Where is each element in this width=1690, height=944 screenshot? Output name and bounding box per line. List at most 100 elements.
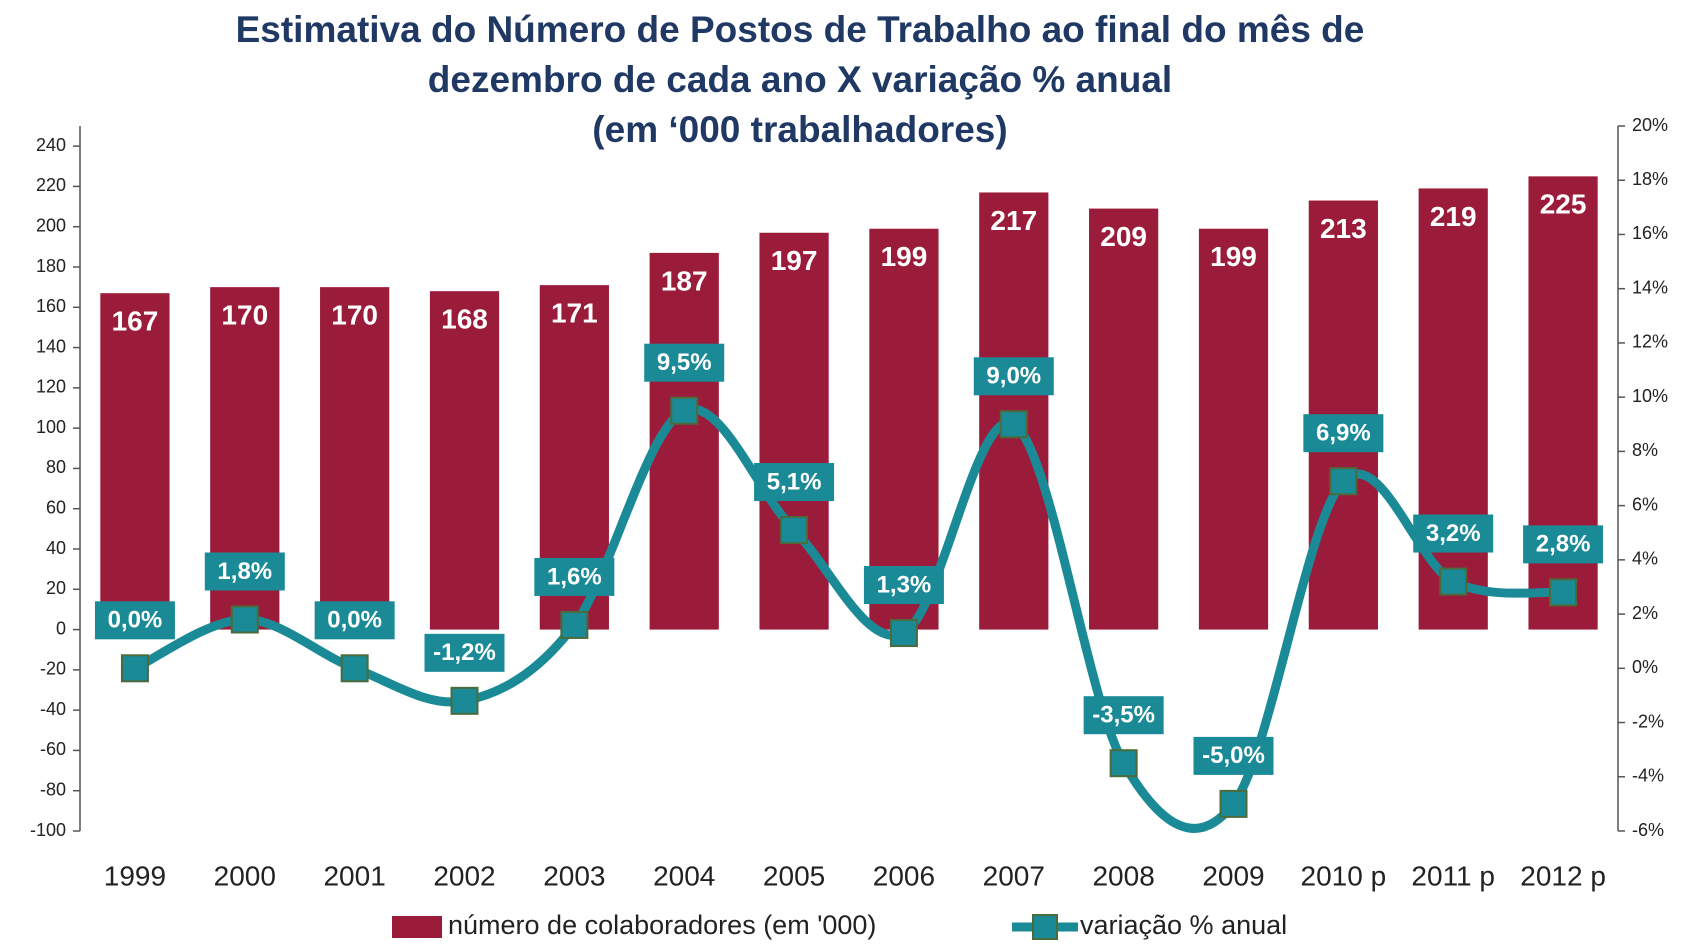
y2-tick-label: 18%	[1632, 169, 1668, 189]
y2-tick-label: 12%	[1632, 332, 1668, 352]
bar	[429, 291, 500, 630]
value-label-box	[424, 633, 505, 672]
bar-value-label: 187	[661, 265, 708, 296]
value-label-box	[644, 343, 725, 382]
y-tick-label: 80	[46, 457, 66, 477]
value-label-box	[1193, 736, 1274, 775]
y-tick-label: 160	[36, 296, 66, 316]
y2-tick-label: -6%	[1632, 820, 1664, 840]
y-tick-label: -60	[40, 739, 66, 759]
bar-value-label: 225	[1540, 189, 1587, 220]
bar-value-label: 217	[990, 205, 1037, 236]
y2-tick-label: 16%	[1632, 223, 1668, 243]
y-tick-label: 0	[56, 618, 66, 638]
value-label-box	[1413, 514, 1494, 553]
legend-label: número de colaboradores (em '000)	[448, 910, 876, 940]
legend-swatch	[1032, 914, 1058, 940]
y2-tick-label: 8%	[1632, 440, 1658, 460]
line-marker	[1109, 749, 1138, 778]
value-label-box	[534, 557, 615, 596]
x-tick-label: 2012 p	[1520, 860, 1606, 891]
chart-title: dezembro de cada ano X variação % anual	[428, 59, 1172, 100]
line-marker	[560, 610, 589, 639]
y2-tick-label: 6%	[1632, 494, 1658, 514]
y-tick-label: 120	[36, 377, 66, 397]
chart-title: (em ‘000 trabalhadores)	[592, 109, 1007, 150]
y2-tick-label: 2%	[1632, 603, 1658, 623]
y-tick-label: 100	[36, 417, 66, 437]
bar-value-label: 170	[331, 300, 378, 331]
bar-value-label: 213	[1320, 213, 1367, 244]
line-value-label: 6,9%	[1316, 420, 1371, 447]
y-tick-label: -40	[40, 699, 66, 719]
y-tick-label: 20	[46, 578, 66, 598]
bar-value-label: 209	[1100, 221, 1147, 252]
x-tick-label: 2003	[543, 860, 605, 891]
y2-tick-label: 20%	[1632, 115, 1668, 135]
line-marker	[1329, 467, 1358, 496]
value-label-box	[1083, 696, 1164, 735]
line-value-label: 1,8%	[217, 558, 272, 585]
line-value-label: 0,0%	[108, 607, 163, 634]
value-label-box	[973, 357, 1054, 396]
bar	[1089, 208, 1159, 630]
x-tick-label: 2006	[873, 860, 935, 891]
line-value-label: -5,0%	[1202, 742, 1265, 769]
y2-tick-label: 0%	[1632, 657, 1658, 677]
line-value-label: 9,5%	[657, 349, 712, 376]
bar-value-label: 171	[551, 298, 598, 329]
line-value-label: 2,8%	[1536, 531, 1591, 558]
y-tick-label: 60	[46, 497, 66, 517]
x-tick-label: 2004	[653, 860, 715, 891]
bar-value-label: 168	[441, 304, 488, 335]
y2-tick-label: 10%	[1632, 386, 1668, 406]
x-tick-label: 2007	[983, 860, 1045, 891]
line-value-label: 0,0%	[327, 607, 382, 634]
y-tick-label: 140	[36, 336, 66, 356]
x-tick-label: 2008	[1092, 860, 1154, 891]
x-tick-label: 2002	[433, 860, 495, 891]
line-value-label: 9,0%	[986, 363, 1041, 390]
value-label-box	[863, 566, 944, 605]
x-tick-label: 2011 p	[1411, 860, 1495, 891]
x-tick-label: 2000	[214, 860, 276, 891]
line-value-label: -3,5%	[1092, 702, 1155, 729]
bar	[100, 293, 170, 630]
bar	[1198, 228, 1269, 630]
value-label-box	[94, 601, 175, 640]
line-marker	[670, 396, 699, 425]
x-tick-label: 2010 p	[1301, 860, 1387, 891]
y2-tick-label: -2%	[1632, 711, 1664, 731]
bar-value-label: 170	[221, 300, 268, 331]
line-value-label: -1,2%	[433, 639, 496, 666]
y-tick-label: -20	[40, 659, 66, 679]
y-tick-label: -100	[30, 820, 66, 840]
line-marker	[999, 410, 1028, 439]
value-label-box	[204, 552, 285, 591]
line-marker	[1219, 789, 1248, 818]
y-tick-label: 240	[36, 135, 66, 155]
line-value-label: 1,6%	[547, 563, 602, 590]
bar	[320, 287, 390, 630]
legend-label: variação % anual	[1080, 910, 1287, 940]
x-tick-label: 2005	[763, 860, 825, 891]
line-value-label: 5,1%	[767, 468, 822, 495]
y2-tick-label: 4%	[1632, 549, 1658, 569]
value-label-box	[1523, 525, 1604, 564]
y2-tick-label: 14%	[1632, 277, 1668, 297]
bar-value-label: 199	[881, 241, 928, 272]
legend-swatch	[392, 916, 442, 938]
line-marker	[889, 619, 918, 648]
x-tick-label: 1999	[104, 860, 166, 891]
line-marker	[1549, 578, 1578, 607]
line-value-label: 1,3%	[877, 571, 932, 598]
y2-tick-label: -4%	[1632, 766, 1664, 786]
bar-value-label: 219	[1430, 201, 1477, 232]
bar-value-label: 197	[771, 245, 818, 276]
line-marker	[120, 654, 149, 683]
y-tick-label: 220	[36, 175, 66, 195]
bar	[759, 232, 829, 630]
line-marker	[1439, 567, 1468, 596]
